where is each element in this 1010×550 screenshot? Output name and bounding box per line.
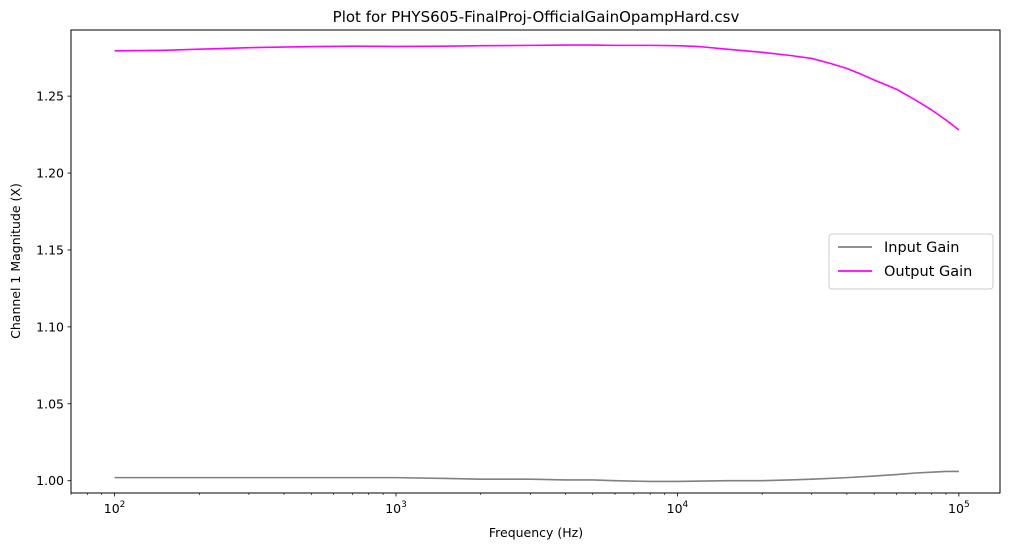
y-axis-ticks: 1.00 1.05 1.10 1.15 1.20 1.25 — [36, 89, 71, 488]
y-axis-label: Channel 1 Magnitude (X) — [8, 183, 23, 339]
y-tick-label: 1.25 — [36, 89, 64, 104]
series-line-2 — [114, 44, 960, 131]
x-axis-label: Frequency (Hz) — [489, 525, 583, 540]
series-line-1 — [114, 470, 959, 483]
legend-label: Input Gain — [884, 240, 960, 256]
x-tick-label: 103 — [385, 500, 407, 516]
x-tick-label: 105 — [948, 500, 970, 516]
y-tick-label: 1.10 — [36, 319, 64, 334]
y-tick-label: 1.20 — [36, 166, 64, 181]
x-tick-label: 104 — [667, 500, 689, 516]
y-tick-label: 1.05 — [36, 396, 64, 411]
x-axis-ticks: 102 103 104 105 — [70, 493, 970, 516]
x-tick-label: 102 — [104, 500, 126, 516]
series-lines — [114, 44, 960, 483]
plot-area-frame — [70, 29, 1001, 494]
legend-label: Output Gain — [884, 264, 972, 280]
y-tick-label: 1.15 — [36, 242, 64, 257]
legend: Input Gain Output Gain — [828, 233, 994, 290]
chart-title: Plot for PHYS605-FinalProj-OfficialGainO… — [333, 8, 740, 26]
y-tick-label: 1.00 — [36, 473, 64, 488]
